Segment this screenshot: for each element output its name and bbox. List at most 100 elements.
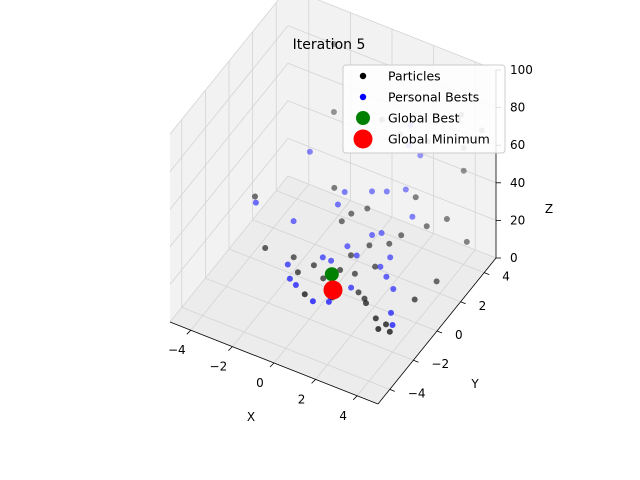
x-tick-label: 2 [298,392,306,406]
y-tick-label: −4 [408,386,426,400]
personal-bests-point [389,322,396,328]
personal-bests-point [328,257,335,264]
particles-point [330,109,337,115]
particles-point [433,278,440,285]
personal-bests-point [377,263,384,270]
z-tick-label: 80 [510,101,525,115]
personal-bests-point [319,254,326,261]
particles-point [372,263,379,270]
y-tick-mark [460,301,466,305]
y-tick-mark [436,330,443,334]
grid-y-floor [181,307,390,390]
grid-z-left [169,0,279,135]
personal-bests-point [409,213,416,220]
particles-point [386,240,393,247]
x-tick-label: 0 [256,376,264,390]
legend-marker [356,111,370,125]
x-tick-mark [186,329,192,335]
particles-point [337,267,344,273]
axis-panes [170,0,496,404]
personal-bests-point [383,273,390,280]
personal-bests-point [286,275,293,282]
y-tick-mark [484,272,490,275]
personal-bests-point [309,298,316,305]
legend-label: Global Minimum [388,132,490,147]
legend-label: Global Best [388,111,460,126]
legend-label: Particles [388,69,441,84]
personal-bests-point [369,188,375,195]
particles-point [310,262,317,269]
z-tick-label: 40 [510,176,525,190]
grid-z-back [287,175,497,259]
particles-point [386,328,393,335]
personal-bests-point [306,148,313,155]
x-tick-mark [352,395,358,401]
z-tick-label: 100 [510,63,533,77]
particles-point [463,238,470,245]
particles-point [301,291,308,298]
y-tick-mark [413,359,419,363]
grid-z-left [169,138,289,285]
personal-bests-point [383,188,390,195]
x-tick-mark [269,362,275,368]
personal-bests-point [325,298,332,305]
x-tick-label: 4 [339,409,347,423]
x-tick-mark [311,379,316,384]
z-tick-label: 60 [510,138,525,152]
particles-point [348,252,354,259]
particles-point [363,300,369,307]
particles-point [294,269,301,276]
personal-bests-point [390,286,397,292]
particles-point [375,326,382,332]
x-tick-label: −4 [168,343,186,357]
personal-bests-point [290,218,297,225]
particles-point [290,254,297,261]
particles-point [331,41,338,47]
grid-y-floor [205,277,414,361]
grid-z-left [169,25,289,172]
z-axis-label: Z [545,202,553,216]
particles-point [443,216,450,222]
personal-bests-point [292,282,299,288]
y-axis-label: Y [470,377,479,391]
legend-marker [359,72,367,80]
y-tick-label: 4 [502,270,510,284]
particles-point [423,223,430,230]
particles-point [366,242,373,249]
particles-point [320,275,327,282]
y-tick-label: 2 [479,299,487,313]
legend-box [342,64,506,154]
personal-bests-point [341,189,348,195]
personal-bests-point [348,284,355,291]
grid-z-left [169,175,289,323]
personal-bests-point [417,152,424,159]
particles-point [331,184,338,191]
x-axis-label: X [247,410,255,424]
legend-marker [359,93,367,101]
personal-bests-point [252,199,259,206]
personal-bests-point [388,309,394,316]
particles-point [364,205,371,212]
grid-z-back [287,138,497,221]
z-tick-label: 20 [510,213,525,227]
particles-point [383,321,389,328]
global-minimum-point [323,280,343,300]
particles-point [262,245,269,251]
grid-z-back [317,0,497,71]
y-tick-mark [389,389,395,392]
particles-point [398,232,405,239]
particles-point [348,210,355,217]
grid-z-left [169,62,289,210]
grid-y-floor [252,219,461,303]
particles-point [460,167,467,174]
personal-bests-point [378,230,385,236]
particles-point [411,296,418,303]
legend-label: Personal Bests [388,90,479,105]
personal-bests-point [284,261,291,268]
particles-point [338,218,345,225]
particles-point [412,194,419,201]
personal-bests-point [353,252,360,259]
z-tick-label: 0 [510,251,518,265]
